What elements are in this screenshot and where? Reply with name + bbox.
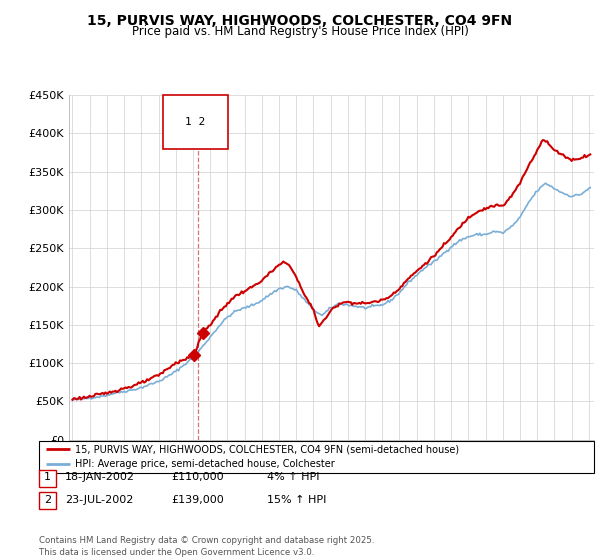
Text: £139,000: £139,000: [171, 494, 224, 505]
Text: 23-JUL-2002: 23-JUL-2002: [65, 494, 133, 505]
Text: Contains HM Land Registry data © Crown copyright and database right 2025.
This d: Contains HM Land Registry data © Crown c…: [39, 536, 374, 557]
Text: 15, PURVIS WAY, HIGHWOODS, COLCHESTER, CO4 9FN: 15, PURVIS WAY, HIGHWOODS, COLCHESTER, C…: [88, 14, 512, 28]
Text: 4% ↑ HPI: 4% ↑ HPI: [267, 472, 320, 482]
Text: 15% ↑ HPI: 15% ↑ HPI: [267, 494, 326, 505]
Text: £110,000: £110,000: [171, 472, 224, 482]
Text: 1: 1: [44, 472, 51, 482]
Text: 15, PURVIS WAY, HIGHWOODS, COLCHESTER, CO4 9FN (semi-detached house): 15, PURVIS WAY, HIGHWOODS, COLCHESTER, C…: [75, 445, 459, 455]
Text: 1 2: 1 2: [185, 117, 206, 127]
Text: HPI: Average price, semi-detached house, Colchester: HPI: Average price, semi-detached house,…: [75, 459, 335, 469]
Text: Price paid vs. HM Land Registry's House Price Index (HPI): Price paid vs. HM Land Registry's House …: [131, 25, 469, 38]
Text: 18-JAN-2002: 18-JAN-2002: [65, 472, 135, 482]
Text: 2: 2: [44, 494, 51, 505]
